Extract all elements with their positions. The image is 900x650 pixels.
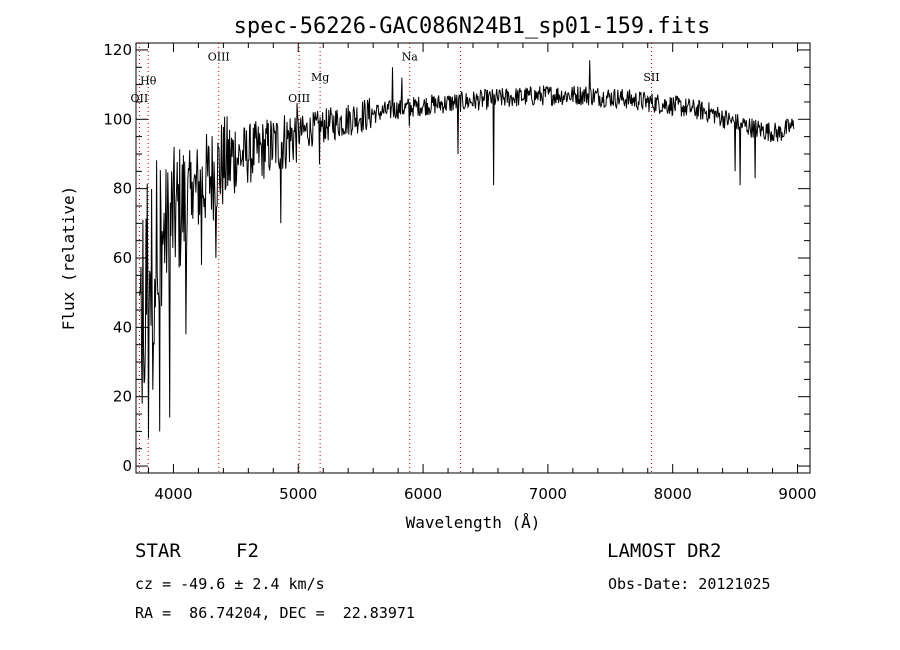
line-marker-label: OIII bbox=[208, 50, 230, 63]
line-marker-label: Hθ bbox=[140, 75, 157, 88]
axis-ticks: 4000 5000 6000 7000 8000 9000 0 20 40 60 80 100 120 bbox=[103, 41, 816, 503]
line-marker-label: Na bbox=[402, 50, 419, 63]
line-marker-label: SII bbox=[643, 71, 659, 84]
y-tick-label: 20 bbox=[113, 388, 132, 406]
y-tick-label: 100 bbox=[103, 110, 132, 128]
redshift-cz: cz = -49.6 ± 2.4 km/s bbox=[135, 575, 325, 593]
line-marker-label: OIII bbox=[288, 92, 310, 105]
spectrum-line bbox=[139, 60, 795, 439]
line-marker-label: OII bbox=[131, 92, 149, 105]
x-tick-label: 6000 bbox=[404, 485, 442, 503]
x-tick-label: 8000 bbox=[654, 485, 692, 503]
y-axis-label: Flux (relative) bbox=[59, 186, 78, 331]
survey-name: LAMOST DR2 bbox=[607, 540, 722, 562]
x-tick-label: 4000 bbox=[154, 485, 192, 503]
object-class: STAR bbox=[135, 540, 181, 562]
y-tick-label: 80 bbox=[113, 180, 132, 198]
coordinates: RA = 86.74204, DEC = 22.83971 bbox=[135, 604, 415, 622]
y-tick-label: 120 bbox=[103, 41, 132, 59]
x-tick-label: 9000 bbox=[778, 485, 816, 503]
y-tick-label: 60 bbox=[113, 249, 132, 267]
x-tick-label: 5000 bbox=[279, 485, 317, 503]
observation-date: Obs-Date: 20121025 bbox=[608, 575, 771, 593]
y-tick-label: 0 bbox=[122, 457, 132, 475]
spectral-subclass: F2 bbox=[236, 540, 259, 562]
y-tick-label: 40 bbox=[113, 318, 132, 336]
line-marker-label: Mg bbox=[311, 71, 329, 84]
x-axis-label: Wavelength (Å) bbox=[406, 513, 541, 532]
x-tick-label: 7000 bbox=[529, 485, 567, 503]
chart-title: spec-56226-GAC086N24B1_sp01-159.fits bbox=[234, 14, 711, 39]
